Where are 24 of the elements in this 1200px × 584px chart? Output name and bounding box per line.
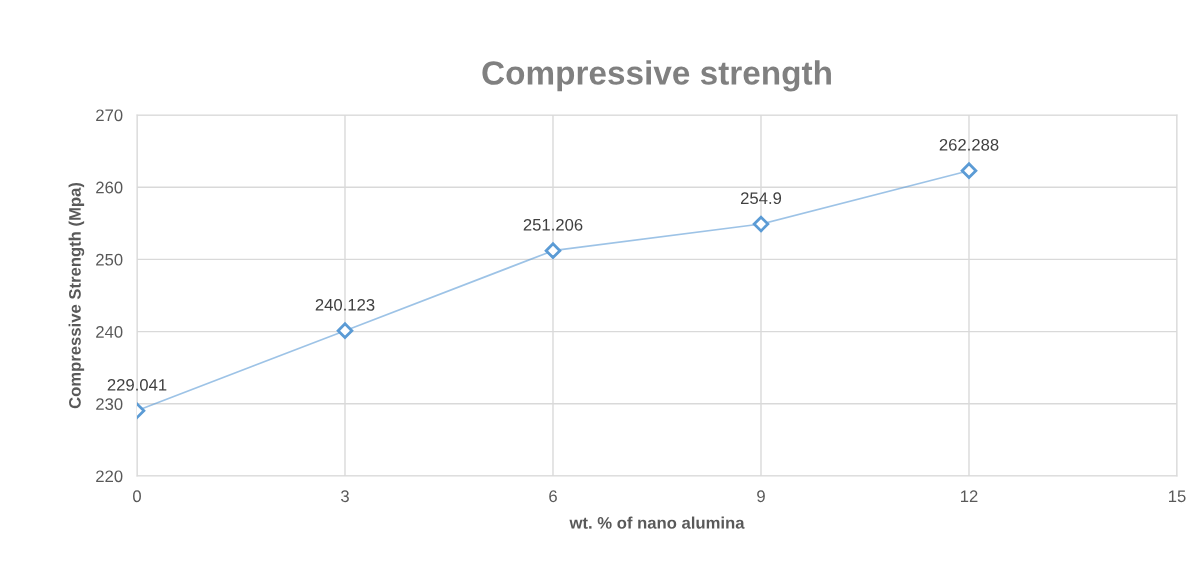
y-tick-label: 260 <box>96 181 123 194</box>
data-label: 254.9 <box>740 192 782 205</box>
chart-title: Compressive strength <box>482 60 831 92</box>
x-tick-label: 3 <box>341 490 349 503</box>
point <box>960 162 978 179</box>
data-label: 240.123 <box>315 298 375 311</box>
data-label: 229.041 <box>107 378 167 391</box>
y-tick-label: 230 <box>96 398 123 410</box>
y-tick-label: 270 <box>96 109 123 122</box>
point <box>336 322 354 339</box>
data-label: 251.206 <box>523 218 583 231</box>
y-axis-title: Compressive Strength (Mpa) <box>68 182 85 409</box>
y-tick-label: 250 <box>96 253 123 266</box>
x-tick-label: 9 <box>757 490 765 503</box>
x-tick-label: 15 <box>1169 490 1186 503</box>
x-tick-label: 12 <box>961 490 978 502</box>
data-label: 262.288 <box>939 138 999 151</box>
y-tick-label: 240 <box>96 326 123 338</box>
y-tick-label: 220 <box>96 470 123 483</box>
point <box>752 215 770 233</box>
x-tick-label: 0 <box>133 490 141 503</box>
x-tick-label: 6 <box>549 490 557 503</box>
x-axis-title: wt. % of nano alumina <box>569 516 745 529</box>
point <box>544 242 562 259</box>
